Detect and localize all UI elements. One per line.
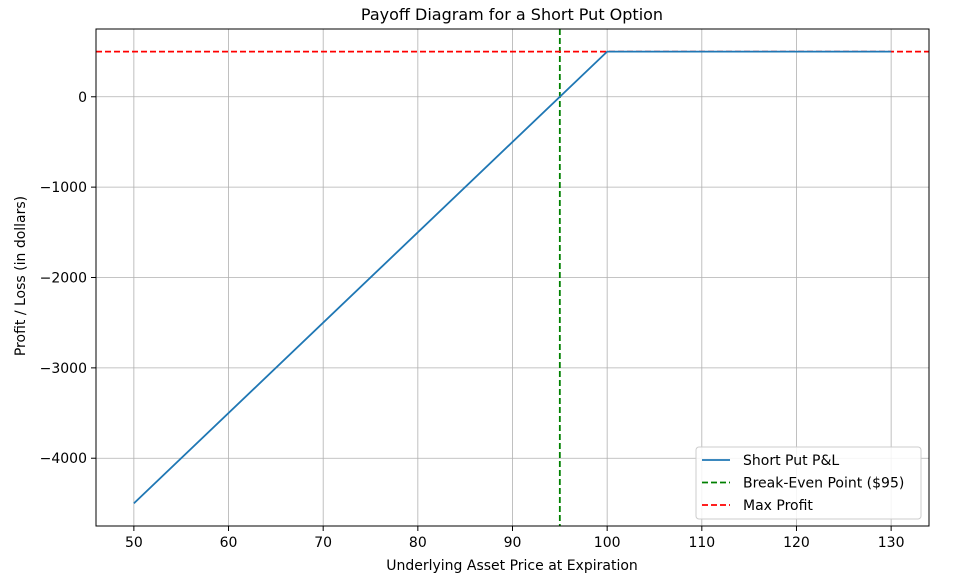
chart-title: Payoff Diagram for a Short Put Option <box>361 5 663 24</box>
x-tick-label: 80 <box>409 535 427 551</box>
y-axis-ticks: 0 −1000 −2000 −3000 −4000 <box>40 90 96 467</box>
series-lines <box>133 50 892 505</box>
x-tick-label: 130 <box>878 535 905 551</box>
x-tick-label: 90 <box>504 535 522 551</box>
legend-label: Short Put P&L <box>743 453 839 469</box>
x-tick-label: 50 <box>125 535 143 551</box>
y-axis-label: Profit / Loss (in dollars) <box>13 196 29 356</box>
x-axis-ticks: 50 60 70 80 90 100 110 120 130 <box>125 526 905 551</box>
legend-box <box>695 446 922 520</box>
y-tick-label: −4000 <box>40 451 87 467</box>
x-tick-label: 70 <box>314 535 332 551</box>
y-tick-label: −1000 <box>40 180 87 196</box>
short-put-pnl-line <box>133 50 892 505</box>
x-tick-label: 120 <box>783 535 810 551</box>
legend: Short Put P&L Break-Even Point ($95) Max P… <box>695 446 922 520</box>
legend-label: Break-Even Point ($95) <box>743 476 904 492</box>
x-tick-label: 100 <box>594 535 621 551</box>
y-tick-label: −3000 <box>40 361 87 377</box>
x-axis-label: Underlying Asset Price at Expiration <box>386 558 638 574</box>
y-tick-label: −2000 <box>40 271 87 287</box>
legend-label: Max Profit <box>743 498 813 514</box>
x-tick-label: 60 <box>220 535 238 551</box>
x-tick-label: 110 <box>688 535 715 551</box>
y-tick-label: 0 <box>78 90 87 106</box>
